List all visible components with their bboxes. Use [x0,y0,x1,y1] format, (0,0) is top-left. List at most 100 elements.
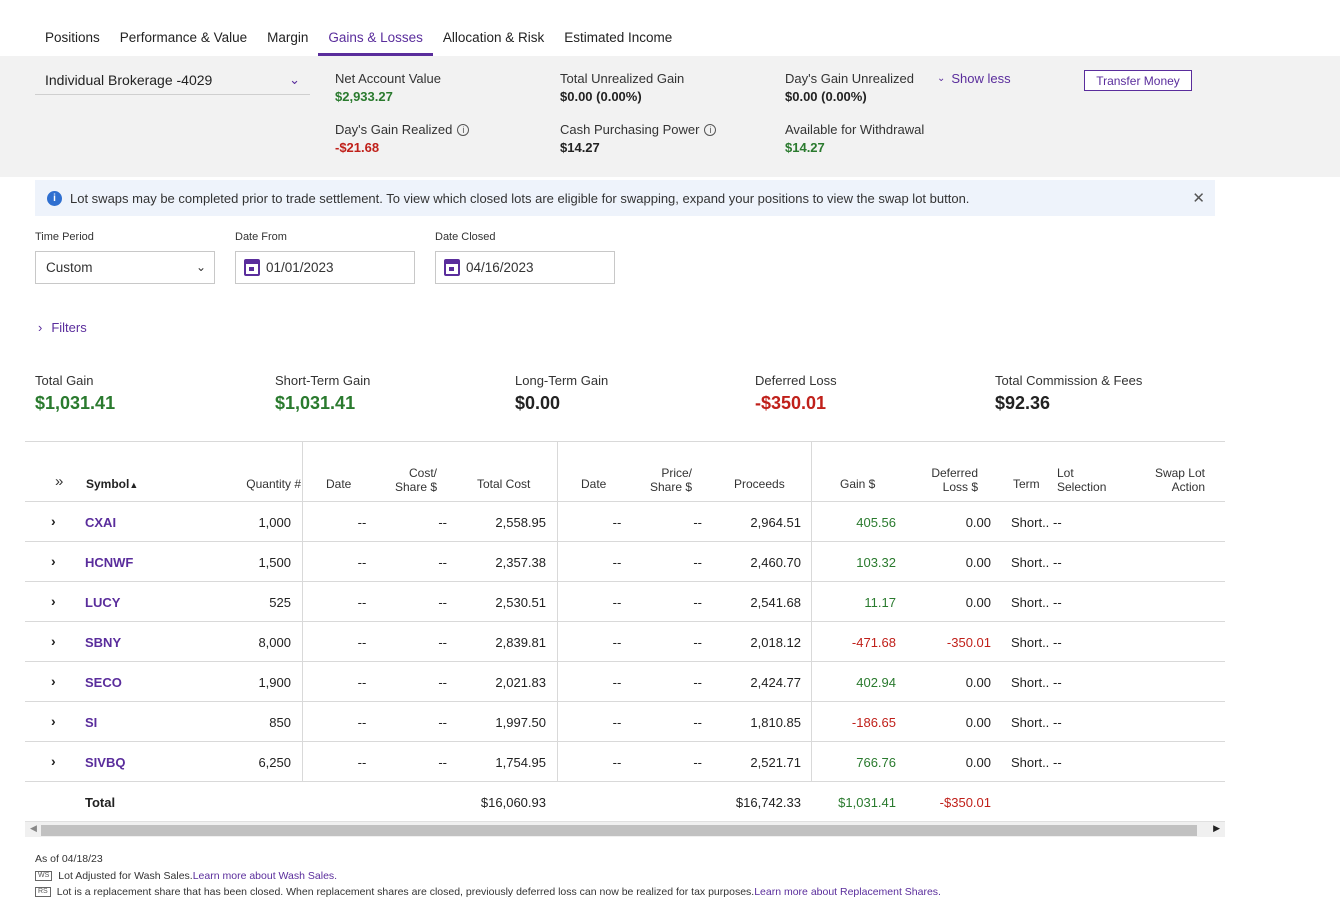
price-share-header[interactable]: Price/Share $ [649,466,692,494]
lot-selection-header[interactable]: Lot Selection [1057,466,1107,494]
price-share-cell: -- [693,635,702,650]
date-from-label: Date From [235,231,287,243]
time-period-select[interactable]: Custom ⌄ [35,251,215,284]
rs-text: Lot is a replacement share that has been… [56,886,755,898]
filters-label: Filters [51,320,87,335]
total-cost-sum: $16,060.93 [480,795,546,810]
total-cost-header[interactable]: Total Cost [477,477,531,491]
close-icon[interactable]: ✕ [1192,190,1205,207]
replacement-shares-link[interactable]: Learn more about Replacement Shares. [754,886,941,898]
replacement-share-note: RS Lot is a replacement share that has b… [35,886,941,898]
date-close-cell: -- [612,755,622,770]
total-cost-cell: 2,839.81 [495,635,546,650]
quantity-cell: 525 [269,595,291,610]
term-cell: Short.. [1011,755,1050,770]
date-open-header[interactable]: Date [326,477,352,491]
deferred-loss-cell: 0.00 [965,675,991,690]
tab-allocation-risk[interactable]: Allocation & Risk [442,30,545,45]
calendar-icon[interactable] [244,259,260,276]
symbol-link[interactable]: CXAI [85,515,117,530]
info-icon[interactable]: i [457,123,470,136]
date-open-cell: -- [357,715,367,730]
table-row[interactable]: › SECO 1,900 -- -- 2,021.83 -- -- 2,424.77 402.94… [25,662,1225,702]
gain-header[interactable]: Gain $ [840,477,876,491]
chevron-right-icon[interactable]: › [51,593,56,609]
chevron-right-icon[interactable]: › [51,553,56,569]
symbol-link[interactable]: LUCY [85,595,121,610]
date-open-cell: -- [357,515,367,530]
banner-text: Lot swaps may be completed prior to trad… [70,190,970,206]
symbol-link[interactable]: SIVBQ [85,755,126,770]
table-row[interactable]: › SBNY 8,000 -- -- 2,839.81 -- -- 2,018.12 -471.6… [25,622,1225,662]
proceeds-header[interactable]: Proceeds [734,477,785,491]
chevron-right-icon[interactable]: › [51,513,56,529]
symbol-header[interactable]: Symbol▲ [86,477,139,491]
show-less-toggle[interactable]: ⌄ Show less [937,71,1011,86]
total-label: Total [85,795,116,810]
date-open-cell: -- [357,635,367,650]
term-cell: Short.. [1011,555,1050,570]
tab-gains-losses[interactable]: Gains & Losses [318,22,433,56]
quantity-cell: 8,000 [258,635,291,650]
gain-cell: 766.76 [856,755,896,770]
deferred-loss-cell: 0.00 [965,755,991,770]
tab-performance-value[interactable]: Performance & Value [119,30,248,45]
cash-purchasing-power: Cash Purchasing Power i $14.27 [560,122,780,155]
table-row[interactable]: › HCNWF 1,500 -- -- 2,357.38 -- -- 2,460.70 103.3… [25,542,1225,582]
expand-all-icon[interactable]: » [55,473,64,490]
deferred-loss-header[interactable]: Deferred Loss $ [931,466,978,494]
tab-estimated-income[interactable]: Estimated Income [564,30,673,45]
date-closed-field[interactable]: 04/16/2023 [435,251,615,284]
tab-positions[interactable]: Positions [45,30,100,45]
cost-share-header[interactable]: Cost/Share $ [394,466,437,494]
horizontal-scrollbar[interactable]: ◀ ▶ [25,821,1225,837]
proceeds-cell: 2,424.77 [750,675,801,690]
wash-sales-link[interactable]: Learn more about Wash Sales. [192,870,338,882]
tab-margin[interactable]: Margin [267,30,309,45]
scroll-left-icon[interactable]: ◀ [30,823,37,833]
cost-share-cell: -- [438,675,447,690]
chevron-right-icon[interactable]: › [51,753,56,769]
chevron-down-icon: ⌄ [195,260,206,274]
price-share-cell: -- [693,675,702,690]
date-close-cell: -- [612,675,622,690]
term-cell: Short.. [1011,515,1050,530]
swap-lot-header[interactable]: Swap Lot Action [1154,466,1205,494]
chevron-right-icon[interactable]: › [51,673,56,689]
filters-toggle[interactable]: › Filters [38,320,87,335]
table-row[interactable]: › CXAI 1,000 -- -- 2,558.95 -- -- 2,964.51 405.56… [25,502,1225,542]
term-cell: Short.. [1011,715,1050,730]
gains-losses-table: » Symbol▲ Quantity # Date Cost/Share $ T… [25,441,1225,837]
chevron-right-icon[interactable]: › [51,633,56,649]
quantity-header[interactable]: Quantity # [246,477,301,491]
symbol-link[interactable]: SI [85,715,98,730]
transfer-money-button[interactable]: Transfer Money [1084,70,1192,91]
table-row[interactable]: › SI 850 -- -- 1,997.50 -- -- 1,810.85 -186.65 0.0… [25,702,1225,742]
symbol-link[interactable]: SBNY [85,635,122,650]
quantity-cell: 850 [269,715,291,730]
scrollbar-thumb[interactable] [41,825,1197,836]
table-row[interactable]: › SIVBQ 6,250 -- -- 1,754.95 -- -- 2,521.71 766.7… [25,742,1225,782]
chevron-right-icon[interactable]: › [51,713,56,729]
cost-share-cell: -- [438,555,447,570]
short-term-value: $1,031.41 [275,393,356,413]
table-row[interactable]: › LUCY 525 -- -- 2,530.51 -- -- 2,541.68 11.17 0.0… [25,582,1225,622]
price-share-cell: -- [693,715,702,730]
total-unrealized-amount: $0.00 (0.00%) [560,89,642,104]
calendar-icon[interactable] [444,259,460,276]
deferred-loss-cell: 0.00 [965,715,991,730]
term-header[interactable]: Term [1013,477,1040,491]
date-close-header[interactable]: Date [581,477,607,491]
term-cell: Short.. [1011,675,1050,690]
quantity-cell: 1,500 [258,555,291,570]
total-gain: Total Gain $1,031.41 [35,373,115,414]
total-commission-fees: Total Commission & Fees $92.36 [995,373,1142,414]
symbol-link[interactable]: HCNWF [85,555,134,570]
chevron-down-icon: ⌄ [289,72,300,87]
info-icon[interactable]: i [704,123,717,136]
date-from-field[interactable]: 01/01/2023 [235,251,415,284]
account-selector[interactable]: Individual Brokerage -4029 ⌄ [35,68,310,95]
scroll-right-icon[interactable]: ▶ [1213,823,1220,833]
date-closed-value: 04/16/2023 [466,260,534,275]
symbol-link[interactable]: SECO [85,675,122,690]
